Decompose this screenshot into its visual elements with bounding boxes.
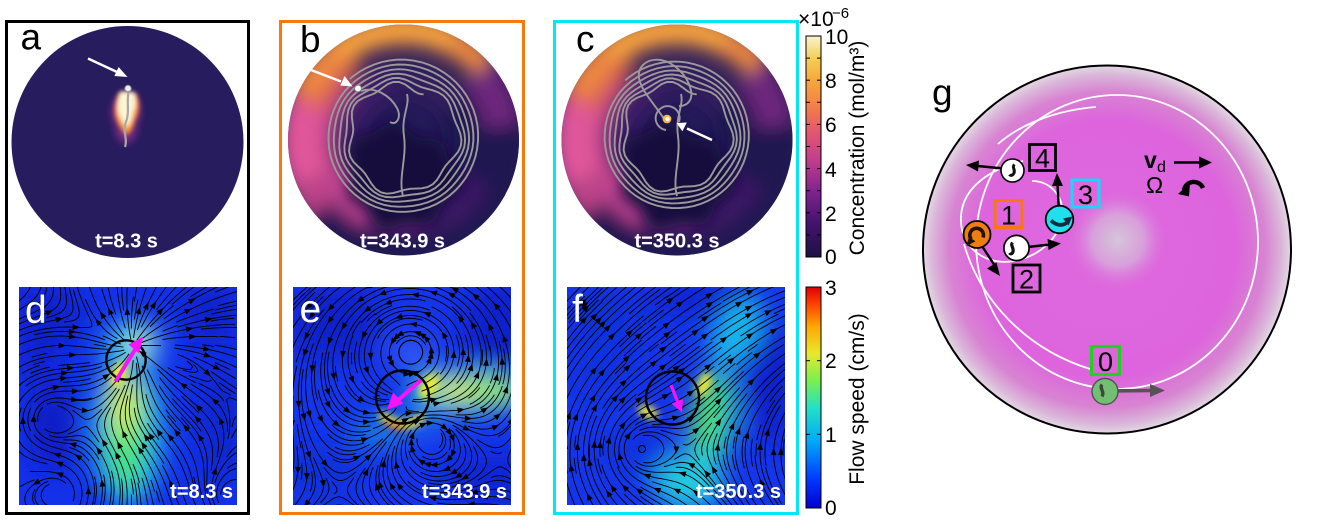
svg-text:t=343.9 s: t=343.9 s xyxy=(360,231,445,253)
svg-text:d: d xyxy=(1157,159,1166,176)
svg-text:d: d xyxy=(25,289,47,332)
svg-text:t=8.3 s: t=8.3 s xyxy=(170,481,233,503)
svg-text:1: 1 xyxy=(825,424,837,447)
svg-text:3: 3 xyxy=(825,277,837,300)
svg-text:0: 0 xyxy=(1098,347,1113,377)
svg-text:6: 6 xyxy=(825,114,837,137)
svg-text:t=343.9 s: t=343.9 s xyxy=(422,481,507,503)
svg-text:−6: −6 xyxy=(832,5,849,22)
svg-text:f: f xyxy=(572,288,583,331)
svg-text:Flow speed (cm/s): Flow speed (cm/s) xyxy=(846,313,869,485)
svg-text:b: b xyxy=(300,19,321,60)
svg-text:t=350.3 s: t=350.3 s xyxy=(634,231,719,253)
svg-text:8: 8 xyxy=(825,70,837,93)
svg-text:0: 0 xyxy=(825,497,837,520)
svg-text:g: g xyxy=(932,72,953,113)
svg-text:3: 3 xyxy=(1078,180,1093,210)
svg-text:Ω: Ω xyxy=(1146,172,1163,198)
svg-text:c: c xyxy=(576,19,595,60)
svg-text:Concentration (mol/m³): Concentration (mol/m³) xyxy=(846,41,869,256)
svg-text:2: 2 xyxy=(1019,265,1034,295)
svg-text:4: 4 xyxy=(825,159,837,182)
svg-text:10: 10 xyxy=(825,26,848,49)
svg-text:4: 4 xyxy=(1035,144,1050,174)
svg-text:t=8.3 s: t=8.3 s xyxy=(95,231,158,253)
svg-text:0: 0 xyxy=(825,246,837,269)
svg-text:t=350.3 s: t=350.3 s xyxy=(696,481,781,503)
svg-text:2: 2 xyxy=(825,203,837,226)
svg-text:1: 1 xyxy=(1001,201,1016,231)
svg-text:×10: ×10 xyxy=(798,8,834,31)
svg-text:e: e xyxy=(300,288,322,331)
svg-text:v: v xyxy=(1144,147,1157,173)
svg-text:a: a xyxy=(21,17,42,58)
svg-text:2: 2 xyxy=(825,350,837,373)
